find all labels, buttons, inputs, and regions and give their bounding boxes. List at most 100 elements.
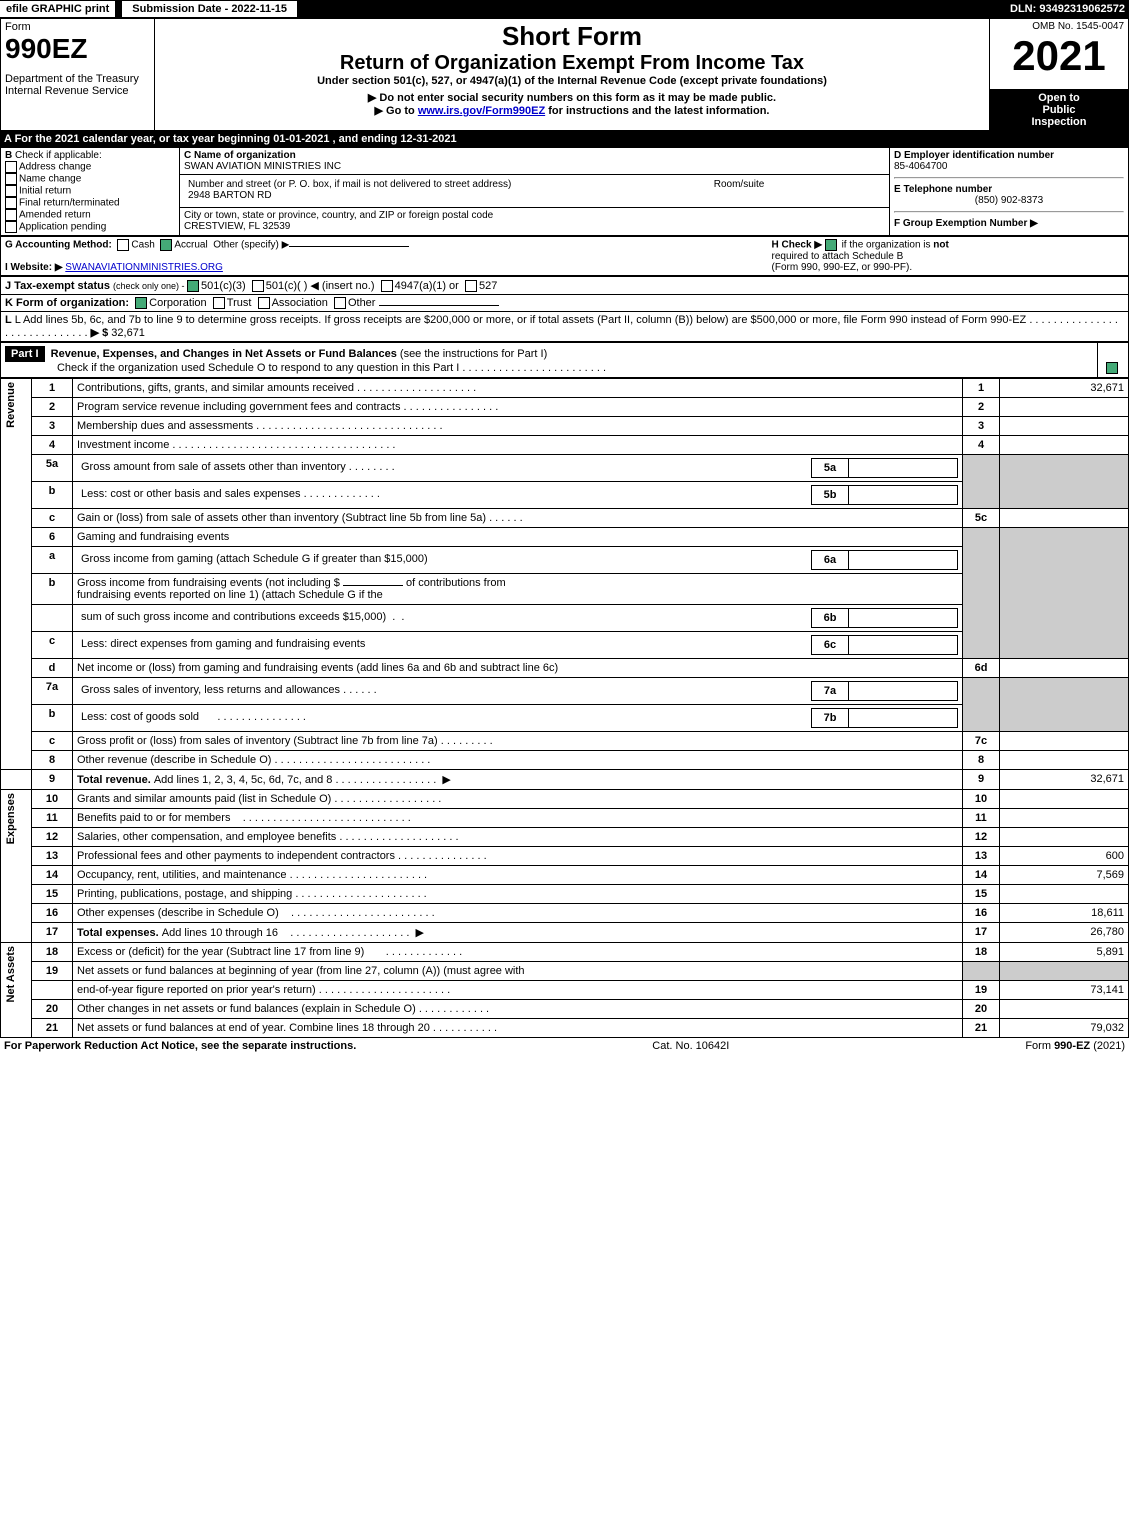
form-number: 990EZ [5, 33, 150, 65]
opt-application-pending: Application pending [19, 221, 106, 232]
ln-6a: a [32, 546, 73, 573]
ln-21: 21 [32, 1018, 73, 1037]
checkbox-name-change[interactable] [5, 173, 17, 185]
lr-5c: 5c [963, 508, 1000, 527]
checkbox-527[interactable] [465, 280, 477, 292]
checkbox-application-pending[interactable] [5, 221, 17, 233]
side-netassets: Net Assets [5, 946, 17, 1002]
ln-7a: 7a [32, 677, 73, 704]
gh-table: G Accounting Method: Cash Accrual Other … [0, 236, 1129, 276]
checkbox-corporation[interactable] [135, 297, 147, 309]
label-f: F Group Exemption Number ▶ [894, 218, 1038, 229]
opt-501c3: 501(c)(3) [201, 280, 246, 292]
checkbox-schedule-o[interactable] [1106, 362, 1118, 374]
form-word: Form [5, 21, 150, 33]
l-text: L Add lines 5b, 6c, and 7b to line 9 to … [15, 314, 1026, 326]
website-link[interactable]: SWANAVIATIONMINISTRIES.ORG [65, 262, 223, 273]
checkbox-association[interactable] [258, 297, 270, 309]
lv-12 [1000, 827, 1129, 846]
checkbox-501c3[interactable] [187, 280, 199, 292]
lv-8 [1000, 750, 1129, 769]
lt-7b: Less: cost of goods sold [81, 711, 199, 723]
ln-5c: c [32, 508, 73, 527]
checkbox-address-change[interactable] [5, 161, 17, 173]
ln-3: 3 [32, 416, 73, 435]
lr-21: 21 [963, 1018, 1000, 1037]
opt-accrual: Accrual [174, 239, 207, 250]
ln-4: 4 [32, 435, 73, 454]
section-k: K Form of organization: Corporation Trus… [0, 295, 1129, 312]
checkbox-other-org[interactable] [334, 297, 346, 309]
opt-name-change: Name change [19, 173, 81, 184]
part1-title: Revenue, Expenses, and Changes in Net As… [51, 348, 397, 360]
opt-corporation: Corporation [149, 297, 206, 309]
checkbox-trust[interactable] [213, 297, 225, 309]
lt-17: Total expenses. [77, 927, 162, 939]
checkbox-final-return[interactable] [5, 197, 17, 209]
lr-11: 11 [963, 808, 1000, 827]
opt-cash: Cash [131, 239, 154, 250]
lv-2 [1000, 397, 1129, 416]
lv-15 [1000, 884, 1129, 903]
street: 2948 BARTON RD [188, 190, 272, 201]
lt-6c: Less: direct expenses from gaming and fu… [81, 638, 365, 650]
part1-badge: Part I [5, 346, 45, 362]
lt-6: Gaming and fundraising events [77, 531, 229, 543]
ln-17: 17 [32, 922, 73, 942]
opt-association: Association [272, 297, 328, 309]
ln-13: 13 [32, 846, 73, 865]
lr-9: 9 [963, 769, 1000, 789]
opt-trust: Trust [227, 297, 252, 309]
lr-4: 4 [963, 435, 1000, 454]
lt-6b-3: fundraising events reported on line 1) (… [77, 589, 383, 601]
omb-number: OMB No. 1545-0047 [994, 21, 1124, 32]
fundraising-amount-blank[interactable] [343, 585, 403, 586]
lt-4: Investment income [77, 439, 169, 451]
checkbox-initial-return[interactable] [5, 185, 17, 197]
ln-6b: b [32, 573, 73, 604]
ein-value: 85-4064700 [894, 161, 1124, 172]
lr-14: 14 [963, 865, 1000, 884]
ln-10: 10 [32, 789, 73, 808]
checkbox-cash[interactable] [117, 239, 129, 251]
ln-8: 8 [32, 750, 73, 769]
lv-4 [1000, 435, 1129, 454]
lv-17: 26,780 [1000, 922, 1129, 942]
lt-21: Net assets or fund balances at end of ye… [77, 1022, 430, 1034]
lt-19: Net assets or fund balances at beginning… [77, 965, 525, 977]
dept-line-1: Department of the Treasury [5, 73, 150, 85]
top-bar: efile GRAPHIC print Submission Date - 20… [0, 0, 1129, 18]
checkbox-accrual[interactable] [160, 239, 172, 251]
label-e: E Telephone number [894, 184, 992, 195]
section-g-label: G Accounting Method: [5, 239, 112, 250]
checkbox-h[interactable] [825, 239, 837, 251]
lv-21: 79,032 [1000, 1018, 1129, 1037]
section-b-letter: B [5, 150, 12, 161]
checkbox-4947[interactable] [381, 280, 393, 292]
h-line3: (Form 990, 990-EZ, or 990-PF). [772, 262, 913, 273]
other-org-blank[interactable] [379, 305, 499, 306]
lt-12: Salaries, other compensation, and employ… [77, 831, 336, 843]
lr-10: 10 [963, 789, 1000, 808]
k-label: K Form of organization: [5, 297, 129, 309]
other-specify-blank[interactable] [289, 246, 409, 247]
lr-6c: 6c [812, 635, 849, 654]
lt-7c: Gross profit or (loss) from sales of inv… [77, 735, 438, 747]
h-post: if the organization is [839, 239, 934, 250]
lv-5a [849, 458, 958, 477]
checkbox-amended-return[interactable] [5, 209, 17, 221]
ln-6d: d [32, 658, 73, 677]
footer-right-pre: Form [1025, 1040, 1054, 1052]
lt-17b: Add lines 10 through 16 [162, 927, 278, 939]
checkbox-501c[interactable] [252, 280, 264, 292]
irs-link[interactable]: www.irs.gov/Form990EZ [418, 105, 545, 117]
opt-amended-return: Amended return [19, 209, 91, 220]
lt-3: Membership dues and assessments [77, 420, 253, 432]
lt-6b-1: Gross income from fundraising events (no… [77, 577, 340, 589]
ln-5a: 5a [32, 454, 73, 481]
dept-line-2: Internal Revenue Service [5, 85, 150, 97]
page-footer: For Paperwork Reduction Act Notice, see … [0, 1038, 1129, 1054]
room-label: Room/suite [714, 179, 765, 190]
open-public-3: Inspection [994, 116, 1124, 128]
j-pre: J Tax-exempt status [5, 280, 113, 292]
